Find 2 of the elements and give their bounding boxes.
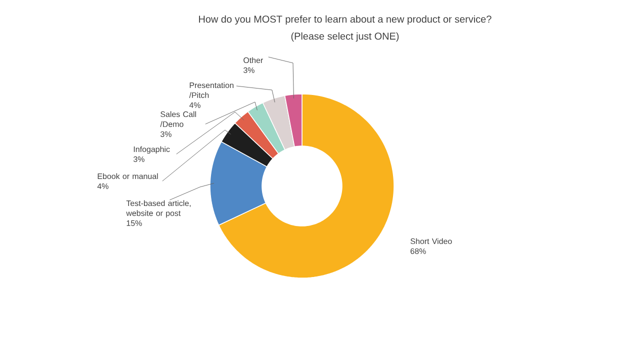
- chart-subtitle: (Please select just ONE): [291, 32, 399, 42]
- chart-title: How do you MOST prefer to learn about a new product or service?: [199, 15, 492, 25]
